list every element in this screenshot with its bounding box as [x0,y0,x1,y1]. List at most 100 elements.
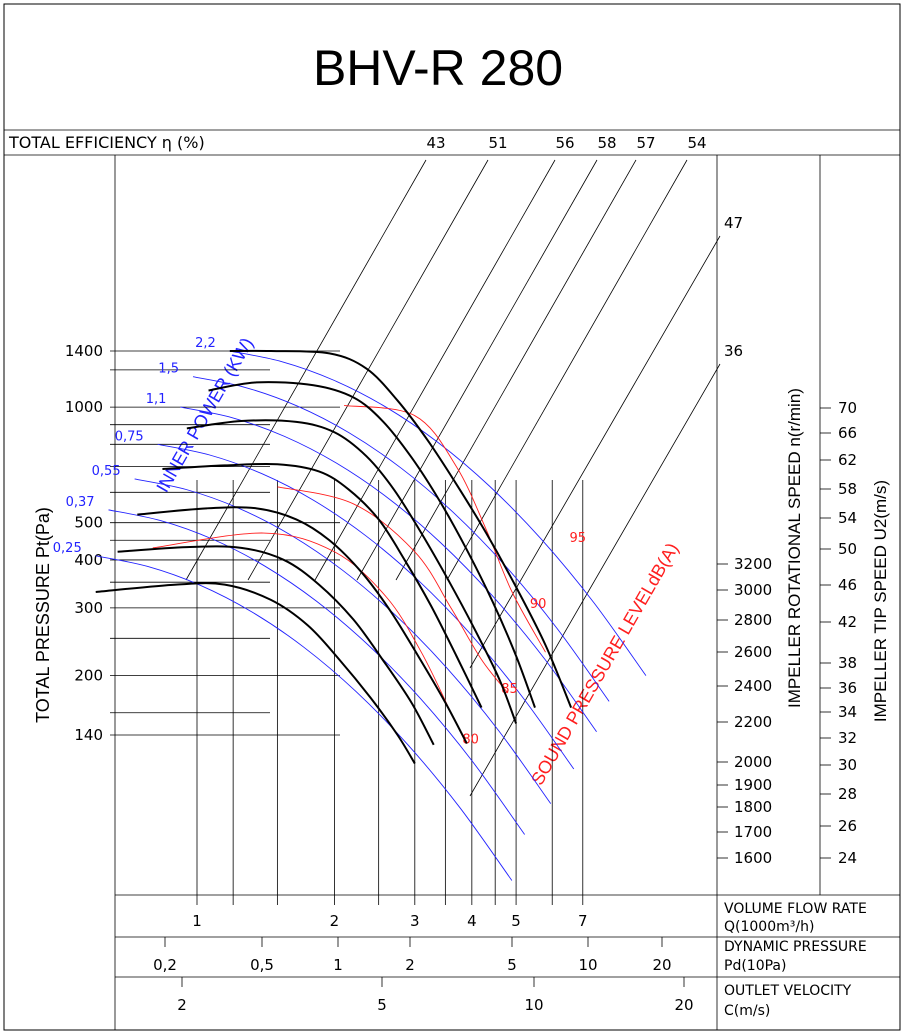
power-curve [134,478,552,804]
dynamic-pressure-label: DYNAMIC PRESSURE [724,939,867,955]
x-tick-label: 2 [330,912,340,930]
efficiency-value: 58 [597,134,616,152]
sound-pressure-label: SOUND PRESSURE LEVELdB(A) [527,539,682,788]
velocity-tick-label: 5 [377,996,387,1014]
y-axis-label: TOTAL PRESSURE Pt(Pa) [33,507,53,723]
velocity-label: OUTLET VELOCITY [724,983,852,999]
x-tick-label: 4 [467,912,477,930]
sound-curve [344,405,546,653]
dp-tick-label: 10 [578,956,597,974]
sound-value: 90 [530,597,547,612]
fan-curve [137,506,468,745]
tip-speed-tick-label: 30 [838,756,857,774]
tip-speed-tick-label: 24 [838,849,857,867]
tip-speed-tick-label: 28 [838,785,857,803]
y-tick-label: 200 [74,667,103,685]
power-curve [192,376,610,702]
tip-speed-tick-label: 70 [838,399,857,417]
rpm-tick-label: 2000 [734,753,772,771]
efficiency-line [314,159,556,581]
x-tick-label: 1 [192,912,202,930]
rpm-tick-label: 1700 [734,823,772,841]
dp-tick-label: 20 [652,956,671,974]
tip-speed-tick-label: 62 [838,451,857,469]
efficiency-value: 36 [724,342,743,360]
tip-speed-tick-label: 38 [838,654,857,672]
power-value: 1,1 [146,392,167,407]
tip-speed-tick-label: 58 [838,480,857,498]
y-tick-label: 140 [74,726,103,744]
power-value: 0,25 [53,541,82,556]
tip-speed-tick-label: 32 [838,729,857,747]
y-tick-label: 1000 [65,398,103,416]
dp-tick-label: 1 [333,956,343,974]
power-value: 0,37 [66,495,95,510]
tip-speed-tick-label: 36 [838,679,857,697]
tip-speed-tick-label: 42 [838,613,857,631]
rpm-tick-label: 1800 [734,798,772,816]
dp-tick-label: 2 [405,956,415,974]
rpm-tick-label: 2400 [734,677,772,695]
fan-curve [208,381,536,708]
efficiency-value: 43 [426,134,445,152]
power-value: 1,5 [158,362,179,377]
x-tick-label: 7 [578,912,588,930]
efficiency-line [469,363,721,797]
sound-value: 95 [569,531,586,546]
flow-rate-label: VOLUME FLOW RATE [724,901,867,917]
dp-tick-label: 5 [507,956,517,974]
fan-curve [162,462,483,709]
tip-speed-axis-label: IMPELLER TIP SPEED U2(m/s) [871,480,890,722]
rpm-tick-label: 3200 [734,555,772,573]
speed-axis-label: IMPELLER ROTATIONAL SPEED n(r/min) [785,388,804,708]
sound-curve [277,486,509,694]
fan-curve [95,582,416,765]
flow-rate-unit: Q(1000m³/h) [724,919,814,935]
rpm-tick-label: 2800 [734,611,772,629]
power-curve [157,443,575,770]
efficiency-value: 54 [687,134,706,152]
efficiency-line [356,159,598,581]
velocity-tick-label: 2 [177,996,187,1014]
x-tick-label: 5 [511,912,521,930]
tip-speed-tick-label: 66 [838,424,857,442]
dynamic-pressure-unit: Pd(10Pa) [724,958,786,974]
y-tick-label: 1400 [65,342,103,360]
power-curve [229,350,647,676]
efficiency-line [395,159,637,581]
x-tick-label: 3 [410,912,420,930]
power-curve [95,555,513,881]
dp-tick-label: 0,2 [153,956,177,974]
tip-speed-tick-label: 54 [838,509,857,527]
chart-title: BHV-R 280 [313,40,563,96]
rpm-tick-label: 1900 [734,776,772,794]
inner-power-label: INNER POWER (KW) [152,334,257,496]
tip-speed-tick-label: 26 [838,817,857,835]
efficiency-value: 47 [724,214,743,232]
rpm-tick-label: 3000 [734,581,772,599]
y-tick-label: 300 [74,599,103,617]
velocity-tick-label: 10 [524,996,543,1014]
y-tick-label: 500 [74,514,103,532]
power-curve [108,509,526,835]
efficiency-value: 57 [636,134,655,152]
efficiency-line [469,235,721,669]
dp-tick-label: 0,5 [250,956,274,974]
rpm-tick-label: 1600 [734,849,772,867]
tip-speed-tick-label: 46 [838,576,857,594]
sound-value: 80 [462,733,479,748]
power-value: 0,55 [92,464,121,479]
fan-curve [186,419,518,724]
efficiency-line [446,159,688,581]
power-value: 2,2 [195,336,216,351]
rpm-tick-label: 2600 [734,643,772,661]
power-curve [180,406,597,733]
rpm-tick-label: 2200 [734,713,772,731]
efficiency-value: 51 [488,134,507,152]
power-value: 0,75 [115,429,144,444]
fan-curve [229,349,573,708]
efficiency-line [185,159,427,581]
tip-speed-tick-label: 50 [838,540,857,558]
chart-frame [3,3,901,1031]
